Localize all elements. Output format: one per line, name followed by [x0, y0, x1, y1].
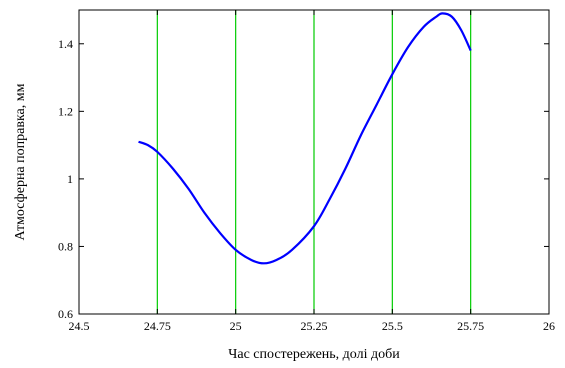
grid-layer — [156, 10, 472, 314]
x-tick-label: 26 — [543, 319, 555, 333]
ticks-layer — [78, 10, 550, 315]
x-tick-label: 25.25 — [301, 319, 328, 333]
x-tick-label: 25.5 — [382, 319, 403, 333]
y-tick-label: 1.2 — [58, 104, 73, 118]
y-tick-label: 0.6 — [58, 307, 73, 321]
y-axis-title: Атмосферна поправка, мм — [13, 83, 28, 240]
x-tick-label: 25.75 — [457, 319, 484, 333]
series-layer — [138, 12, 472, 265]
y-tick-label: 1 — [67, 172, 73, 186]
x-axis-title: Час спостережень, долі доби — [228, 347, 400, 362]
x-tick-labels: 24.5 24.75 25 25.25 25.5 25.75 26 — [69, 319, 556, 333]
series-line — [138, 12, 472, 265]
y-tick-label: 0.8 — [58, 239, 73, 253]
x-tick-label: 25 — [230, 319, 242, 333]
x-tick-label: 24.5 — [69, 319, 90, 333]
y-tick-label: 1.4 — [58, 37, 73, 51]
x-tick-label: 24.75 — [144, 319, 171, 333]
y-tick-labels: 0.6 0.8 1 1.2 1.4 — [58, 37, 73, 321]
